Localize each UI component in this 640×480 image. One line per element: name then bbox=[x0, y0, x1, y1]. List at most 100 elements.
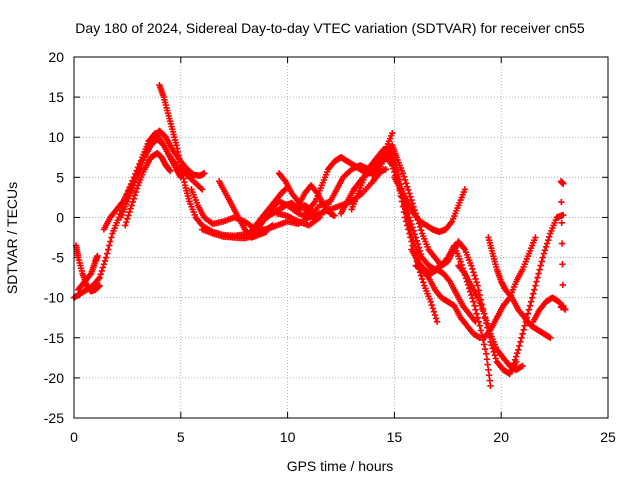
x-tick-label: 0 bbox=[70, 429, 78, 445]
data-point-marker bbox=[134, 168, 142, 176]
data-point-marker bbox=[472, 318, 479, 325]
data-point-marker bbox=[487, 382, 494, 390]
y-tick-label: -15 bbox=[44, 330, 64, 346]
series-arc6 bbox=[122, 150, 174, 229]
data-point-marker bbox=[416, 247, 424, 255]
data-point-marker bbox=[393, 162, 400, 169]
x-tick-label: 10 bbox=[280, 429, 296, 445]
data-point-marker bbox=[126, 208, 133, 216]
data-point-marker bbox=[102, 254, 110, 261]
data-point-marker bbox=[201, 170, 208, 177]
data-point-marker bbox=[483, 350, 490, 358]
data-point-marker bbox=[544, 236, 552, 244]
data-point-marker bbox=[521, 322, 528, 329]
series-arc3 bbox=[75, 252, 101, 293]
data-point-marker bbox=[475, 287, 482, 294]
data-point-marker bbox=[534, 274, 541, 281]
data-point-marker bbox=[417, 226, 425, 234]
y-tick-label: 15 bbox=[48, 89, 64, 105]
x-tick-label: 25 bbox=[600, 429, 616, 445]
x-tick-label: 15 bbox=[387, 429, 403, 445]
data-point-marker bbox=[484, 320, 491, 327]
data-point-marker bbox=[510, 359, 518, 367]
data-point-marker bbox=[531, 286, 538, 293]
data-point-marker bbox=[485, 372, 493, 379]
data-point-marker bbox=[131, 192, 139, 199]
y-tick-label: -5 bbox=[52, 250, 65, 266]
data-point-marker bbox=[431, 311, 439, 319]
data-point-marker bbox=[106, 242, 113, 249]
data-point-marker bbox=[410, 227, 417, 235]
data-point-marker bbox=[537, 262, 544, 269]
data-point-marker bbox=[522, 318, 529, 325]
data-point-marker bbox=[542, 243, 550, 251]
x-axis-label: GPS time / hours bbox=[287, 458, 394, 474]
data-point-marker bbox=[508, 366, 516, 374]
data-point-marker bbox=[470, 269, 477, 276]
data-point-marker bbox=[469, 295, 476, 302]
data-point-marker bbox=[100, 261, 108, 268]
data-point-marker bbox=[480, 310, 488, 317]
y-tick-label: 10 bbox=[48, 129, 64, 145]
data-point-marker bbox=[416, 223, 424, 231]
data-point-marker bbox=[480, 341, 488, 348]
data-point-marker bbox=[405, 210, 412, 217]
data-point-marker bbox=[103, 250, 111, 257]
data-point-marker bbox=[559, 261, 566, 268]
data-point-marker bbox=[394, 166, 401, 174]
data-point-marker bbox=[412, 234, 419, 241]
data-point-marker bbox=[430, 308, 438, 315]
data-point-marker bbox=[461, 186, 469, 193]
data-point-marker bbox=[133, 185, 141, 192]
y-tick-label: -25 bbox=[44, 410, 64, 426]
data-point-marker bbox=[198, 186, 206, 193]
data-point-marker bbox=[559, 281, 566, 289]
data-point-marker bbox=[269, 222, 276, 229]
series-arc24 bbox=[412, 262, 484, 341]
data-point-marker bbox=[558, 198, 565, 206]
data-point-marker bbox=[519, 362, 526, 370]
data-point-marker bbox=[559, 211, 567, 219]
data-point-marker bbox=[530, 290, 537, 297]
data-point-marker bbox=[474, 314, 481, 321]
y-tick-label: 5 bbox=[56, 169, 64, 185]
data-point-marker bbox=[311, 214, 318, 222]
data-point-marker bbox=[98, 267, 105, 275]
x-tick-label: 5 bbox=[177, 429, 185, 445]
data-point-marker bbox=[429, 305, 437, 312]
data-point-marker bbox=[486, 377, 494, 384]
data-point-marker bbox=[532, 282, 539, 289]
series-arc22 bbox=[391, 174, 469, 236]
data-point-marker bbox=[558, 240, 566, 247]
data-point-marker bbox=[528, 294, 536, 301]
data-point-marker bbox=[407, 217, 414, 224]
data-point-marker bbox=[132, 175, 140, 182]
data-point-marker bbox=[125, 212, 132, 219]
data-point-marker bbox=[99, 264, 107, 271]
data-point-marker bbox=[519, 330, 526, 337]
data-point-marker bbox=[432, 315, 440, 322]
data-point-marker bbox=[471, 272, 478, 279]
data-point-marker bbox=[518, 334, 525, 341]
data-point-marker bbox=[331, 212, 338, 220]
data-point-marker bbox=[562, 306, 569, 313]
y-tick-label: -20 bbox=[44, 370, 64, 386]
data-point-marker bbox=[524, 310, 532, 317]
data-point-marker bbox=[492, 355, 500, 362]
data-point-marker bbox=[408, 220, 415, 228]
data-point-marker bbox=[127, 205, 134, 212]
data-point-marker bbox=[485, 366, 492, 374]
data-point-marker bbox=[382, 166, 390, 173]
data-point-marker bbox=[312, 215, 319, 223]
data-point-marker bbox=[535, 270, 542, 277]
x-tick-label: 20 bbox=[493, 429, 509, 445]
data-point-marker bbox=[469, 265, 476, 273]
data-point-marker bbox=[470, 298, 477, 305]
data-point-marker bbox=[523, 314, 531, 321]
data-point-marker bbox=[413, 237, 421, 245]
data-point-marker bbox=[108, 234, 115, 241]
y-tick-label: 20 bbox=[48, 49, 64, 65]
data-point-marker bbox=[473, 279, 480, 286]
data-point-marker bbox=[406, 214, 413, 221]
data-point-marker bbox=[399, 170, 407, 177]
